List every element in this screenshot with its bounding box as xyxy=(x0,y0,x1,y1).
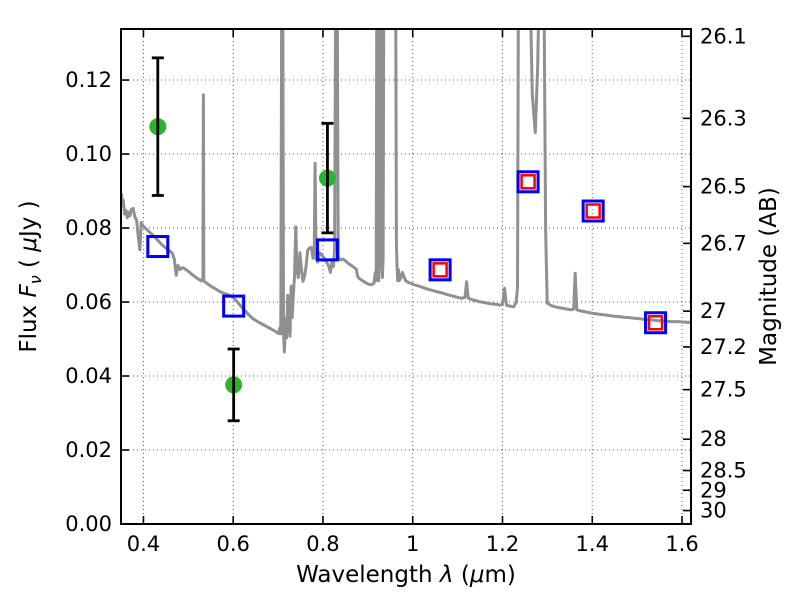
x-tick-label: 1.2 xyxy=(486,532,519,556)
model-spectrum xyxy=(121,29,691,354)
y-right-tick-label: 26.3 xyxy=(700,106,747,130)
plot-border xyxy=(120,28,692,525)
y-right-tick-label: 27.2 xyxy=(700,335,747,359)
tick-marks xyxy=(121,29,691,525)
y-axis-label-left: Flux Fν ( μJy ) xyxy=(16,200,45,352)
y-right-tick-label: 29 xyxy=(700,478,727,502)
blue-square-marker xyxy=(222,294,246,318)
x-tick-label: 1.6 xyxy=(665,532,698,556)
red-square-marker xyxy=(432,262,448,278)
grid-layer xyxy=(121,29,691,524)
photometry-green-circles-group xyxy=(149,56,336,423)
blue-square-marker xyxy=(146,235,170,259)
x-axis-label: Wavelength λ (μm) xyxy=(296,562,516,588)
blue-square-marker xyxy=(428,258,452,282)
red-square-marker xyxy=(520,174,536,190)
red-square-marker xyxy=(585,203,601,219)
y-left-tick-label: 0.00 xyxy=(65,512,112,536)
x-tick-label: 0.4 xyxy=(127,532,160,556)
y-right-tick-label: 28.5 xyxy=(700,459,747,483)
y-right-tick-label: 26.5 xyxy=(700,175,747,199)
error-bar xyxy=(227,347,240,423)
y-left-tick-label: 0.02 xyxy=(65,438,112,462)
error-bar xyxy=(151,56,164,197)
blue-square-marker xyxy=(315,238,339,262)
photometry-red-open-squares-group xyxy=(432,174,664,331)
x-tick-label: 1.4 xyxy=(576,532,609,556)
plot-layer xyxy=(121,29,691,423)
y-left-tick-label: 0.08 xyxy=(65,216,112,240)
error-bar xyxy=(321,121,334,235)
y-left-tick-label: 0.12 xyxy=(65,68,112,92)
blue-square-marker xyxy=(644,311,668,335)
y-right-tick-label: 26.1 xyxy=(700,24,747,48)
y-right-tick-label: 30 xyxy=(700,499,727,523)
blue-square-marker xyxy=(581,199,605,223)
y-left-tick-label: 0.04 xyxy=(65,364,112,388)
x-tick-label: 0.6 xyxy=(217,532,250,556)
x-tick-label: 0.8 xyxy=(306,532,339,556)
y-right-tick-label: 28 xyxy=(700,427,727,451)
y-right-tick-label: 27 xyxy=(700,299,727,323)
y-right-tick-label: 26.7 xyxy=(700,231,747,255)
blue-square-marker xyxy=(516,170,540,194)
y-left-tick-label: 0.10 xyxy=(65,142,112,166)
photometry-blue-open-squares-group xyxy=(146,170,668,335)
y-right-tick-label: 27.5 xyxy=(700,378,747,402)
x-tick-label: 1 xyxy=(406,532,419,556)
y-axis-label-right: Magnitude (AB) xyxy=(756,187,782,366)
red-square-marker xyxy=(647,314,664,331)
y-left-tick-label: 0.06 xyxy=(65,290,112,314)
